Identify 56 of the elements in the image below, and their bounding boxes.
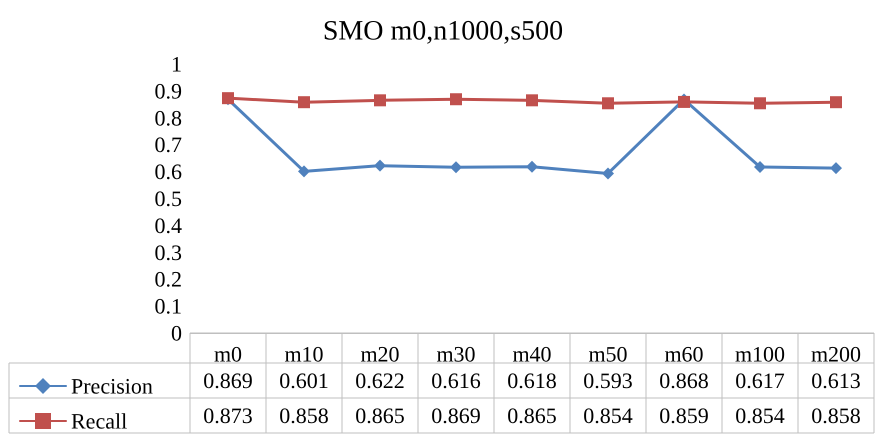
data-label: 0.868 bbox=[659, 368, 709, 393]
point bbox=[602, 97, 614, 110]
data-label: 0.616 bbox=[431, 368, 481, 393]
data-label: 0.617 bbox=[735, 368, 785, 393]
data-label: 0.618 bbox=[507, 368, 557, 393]
y-tick-label: 0.8 bbox=[154, 105, 182, 130]
point bbox=[526, 160, 538, 173]
y-tick-label: 0 bbox=[171, 320, 182, 346]
point bbox=[602, 167, 614, 180]
data-label: 0.854 bbox=[735, 403, 785, 428]
y-tick-label: 0.7 bbox=[154, 132, 182, 158]
x-tick-label: m200 bbox=[810, 342, 862, 366]
point bbox=[450, 161, 462, 174]
y-tick-label: 0.1 bbox=[154, 294, 182, 319]
data-label: 0.858 bbox=[279, 403, 329, 428]
data-label: 0.593 bbox=[583, 368, 633, 393]
data-label: 0.859 bbox=[659, 403, 709, 428]
x-tick-label: m0 bbox=[214, 342, 242, 366]
data-label: 0.601 bbox=[279, 368, 329, 393]
y-tick-label: 0.9 bbox=[154, 78, 182, 104]
point bbox=[298, 165, 310, 178]
data-label: 0.865 bbox=[507, 403, 557, 428]
point bbox=[830, 162, 842, 174]
data-label: 0.869 bbox=[203, 368, 253, 393]
x-tick-label: m20 bbox=[360, 342, 400, 366]
y-tick-label: 0.3 bbox=[154, 240, 182, 265]
x-tick-label: m100 bbox=[734, 342, 786, 366]
data-label: 0.613 bbox=[811, 368, 861, 393]
x-tick-label: m40 bbox=[512, 342, 552, 366]
point bbox=[678, 96, 690, 108]
data-label: 0.869 bbox=[431, 403, 481, 428]
data-label: 0.622 bbox=[355, 368, 405, 393]
point bbox=[374, 94, 386, 106]
x-tick-label: m60 bbox=[664, 342, 704, 366]
data-label: 0.858 bbox=[811, 403, 861, 428]
data-label: 0.873 bbox=[203, 403, 253, 428]
legend-label: Precision bbox=[71, 374, 153, 398]
point bbox=[374, 160, 386, 172]
point bbox=[830, 96, 842, 108]
y-tick-label: 1 bbox=[171, 52, 182, 76]
data-label: 0.865 bbox=[355, 403, 405, 428]
point bbox=[754, 161, 766, 174]
x-tick-label: m30 bbox=[436, 342, 476, 366]
data-label: 0.854 bbox=[583, 403, 633, 428]
point bbox=[754, 97, 766, 110]
point bbox=[298, 96, 310, 108]
y-tick-label: 0.6 bbox=[154, 159, 182, 184]
y-tick-label: 0.5 bbox=[154, 186, 182, 211]
legend-label: Recall bbox=[71, 408, 128, 434]
point bbox=[450, 93, 462, 106]
y-tick-label: 0.2 bbox=[154, 266, 182, 292]
chart-title: SMO m0,n1000,s500 bbox=[322, 16, 564, 46]
point bbox=[526, 94, 538, 106]
x-tick-label: m10 bbox=[284, 342, 324, 366]
y-tick-label: 0.4 bbox=[154, 212, 182, 238]
x-tick-label: m50 bbox=[588, 342, 628, 366]
